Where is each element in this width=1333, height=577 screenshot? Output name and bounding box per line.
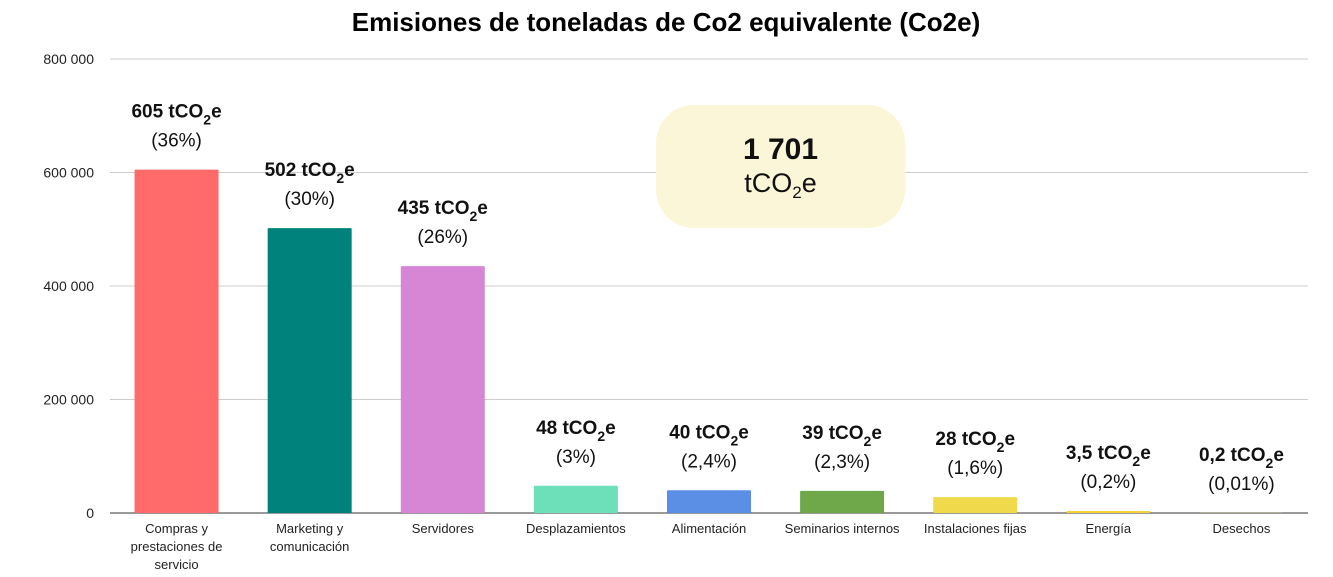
percent-label: (2,3%) — [814, 452, 870, 473]
value-label: 0,2 tCO2e — [1199, 445, 1284, 471]
category-label: Seminarios internos — [785, 521, 900, 536]
y-tick-label: 600 000 — [43, 165, 94, 181]
percent-label: (0,01%) — [1208, 474, 1275, 495]
percent-label: (36%) — [151, 131, 202, 152]
bar — [1066, 511, 1151, 513]
percent-label: (1,6%) — [947, 458, 1003, 479]
bar — [267, 228, 352, 514]
value-label: 28 tCO2e — [935, 429, 1015, 455]
category-label: Energía — [1086, 521, 1132, 536]
percent-label: (0,2%) — [1080, 472, 1136, 493]
percent-label: (3%) — [556, 447, 596, 468]
percent-label: (30%) — [284, 189, 335, 210]
bar — [667, 490, 751, 513]
value-label: 40 tCO2e — [669, 422, 749, 448]
value-label: 48 tCO2e — [536, 418, 616, 444]
category-label: Servidores — [412, 521, 475, 536]
chart-title: Emisiones de toneladas de Co2 equivalent… — [352, 7, 981, 37]
bar — [533, 485, 618, 513]
category-label: Desechos — [1213, 521, 1271, 536]
total-unit: tCO2e — [656, 167, 905, 209]
bar — [400, 266, 485, 513]
category-labels-layer: Compras y prestaciones de servicio Marketin… — [131, 521, 1271, 572]
percent-label: (26%) — [417, 227, 468, 248]
percent-label: (2,4%) — [681, 451, 737, 472]
category-label: Compras y prestaciones de servicio — [131, 521, 223, 572]
total-value: 1 701 — [742, 133, 819, 166]
category-label: Instalaciones fijas — [924, 521, 1027, 536]
bar — [933, 497, 1018, 513]
bars-layer — [134, 169, 1284, 514]
value-label: 605 tCO2e — [131, 102, 221, 128]
total-emissions-box: 1 701 tCO2e — [656, 105, 905, 228]
y-tick-label: 800 000 — [43, 51, 94, 67]
value-label: 435 tCO2e — [398, 198, 488, 224]
value-labels-layer: 605 tCO2e (36%) 502 tCO2e (30%) 435 tCO2e (26… — [131, 102, 1283, 495]
value-label: 3,5 tCO2e — [1066, 443, 1151, 469]
y-tick-label: 400 000 — [43, 278, 94, 294]
category-label: Alimentación — [672, 521, 746, 536]
total-unit-suffix: e — [801, 168, 817, 198]
category-label: Desplazamientos — [526, 521, 626, 536]
total-unit-prefix: tCO — [744, 168, 793, 198]
y-tick-label: 0 — [86, 505, 94, 521]
bar — [800, 490, 885, 513]
value-label: 39 tCO2e — [802, 423, 882, 449]
total-unit-subscript: 2 — [792, 183, 802, 202]
category-label: Marketing y comunicación — [270, 521, 350, 554]
bar — [134, 169, 219, 513]
y-tick-label: 200 000 — [43, 392, 94, 408]
value-label: 502 tCO2e — [265, 160, 355, 186]
